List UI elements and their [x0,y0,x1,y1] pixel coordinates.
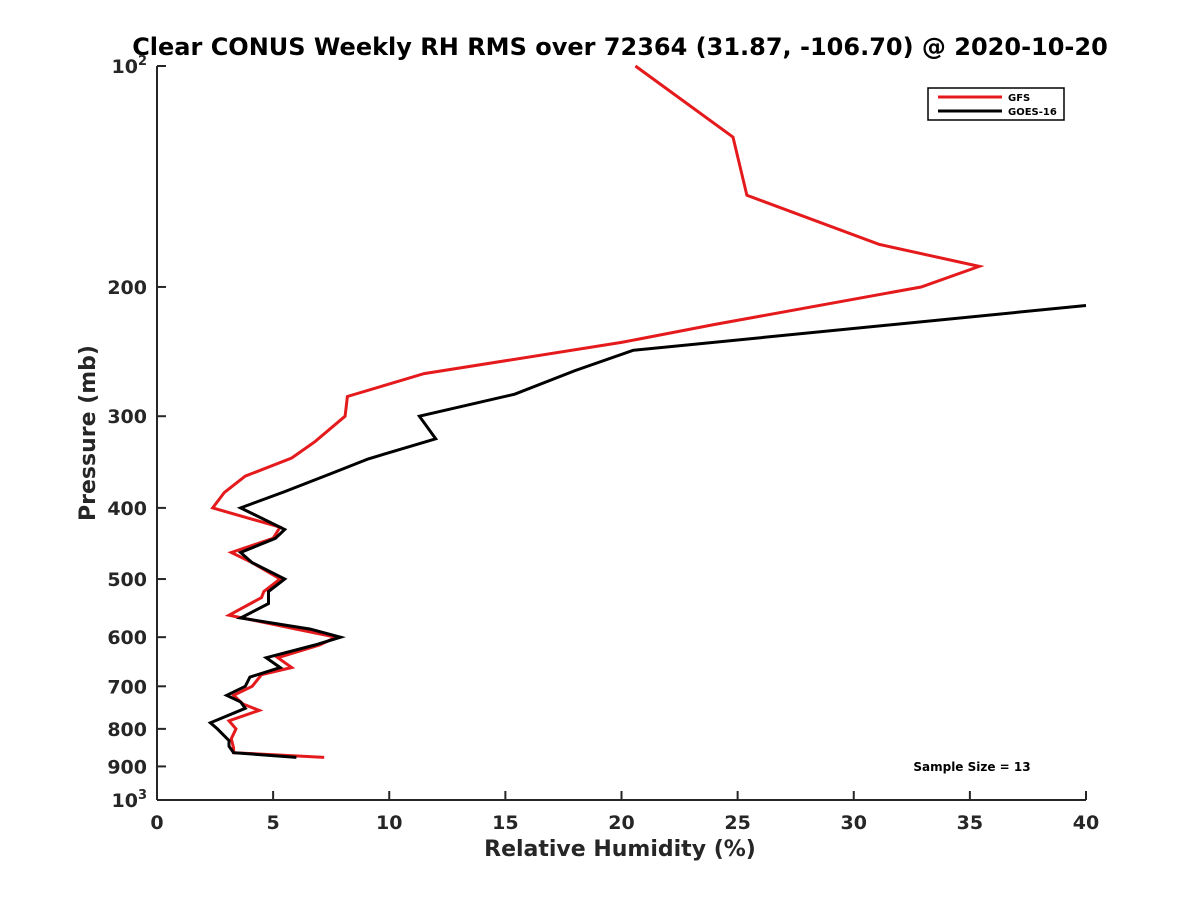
y-tick-label: 103 [112,788,148,812]
y-tick-label: 500 [107,569,147,591]
x-tick-label: 25 [724,812,750,834]
chart-title: Clear CONUS Weekly RH RMS over 72364 (31… [132,33,1108,61]
x-tick-label: 10 [376,812,402,834]
legend-label: GFS [1008,93,1030,104]
x-tick-label: 20 [608,812,634,834]
y-ticks: 102 200 300 400 500 600 700 800 900 103 [107,54,166,812]
x-tick-label: 40 [1073,812,1099,834]
y-tick-label: 600 [107,627,147,649]
x-tick-label: 5 [267,812,280,834]
series-lines [207,64,1087,759]
y-axis-label: Pressure (mb) [76,345,101,521]
x-tick-label: 35 [957,812,983,834]
series-line-goes-16 [207,304,1087,759]
x-ticks: 0 5 10 15 20 25 30 35 40 [150,791,1099,834]
y-tick-label: 200 [107,277,147,299]
legend-box [927,87,1065,121]
y-tick-label: 800 [107,719,147,741]
x-axis-label: Relative Humidity (%) [484,837,756,862]
legend: GFS GOES-16 [927,87,1065,121]
y-tick-label: 300 [107,406,147,428]
y-tick-label: 700 [107,676,147,698]
y-tick-label: 102 [112,54,148,78]
y-tick-label: 900 [107,756,147,778]
x-tick-label: 30 [841,812,867,834]
x-tick-label: 0 [150,812,163,834]
legend-label: GOES-16 [1008,107,1057,118]
x-tick-label: 15 [492,812,518,834]
y-tick-label: 400 [107,498,147,520]
sample-size-annotation: Sample Size = 13 [913,760,1030,774]
